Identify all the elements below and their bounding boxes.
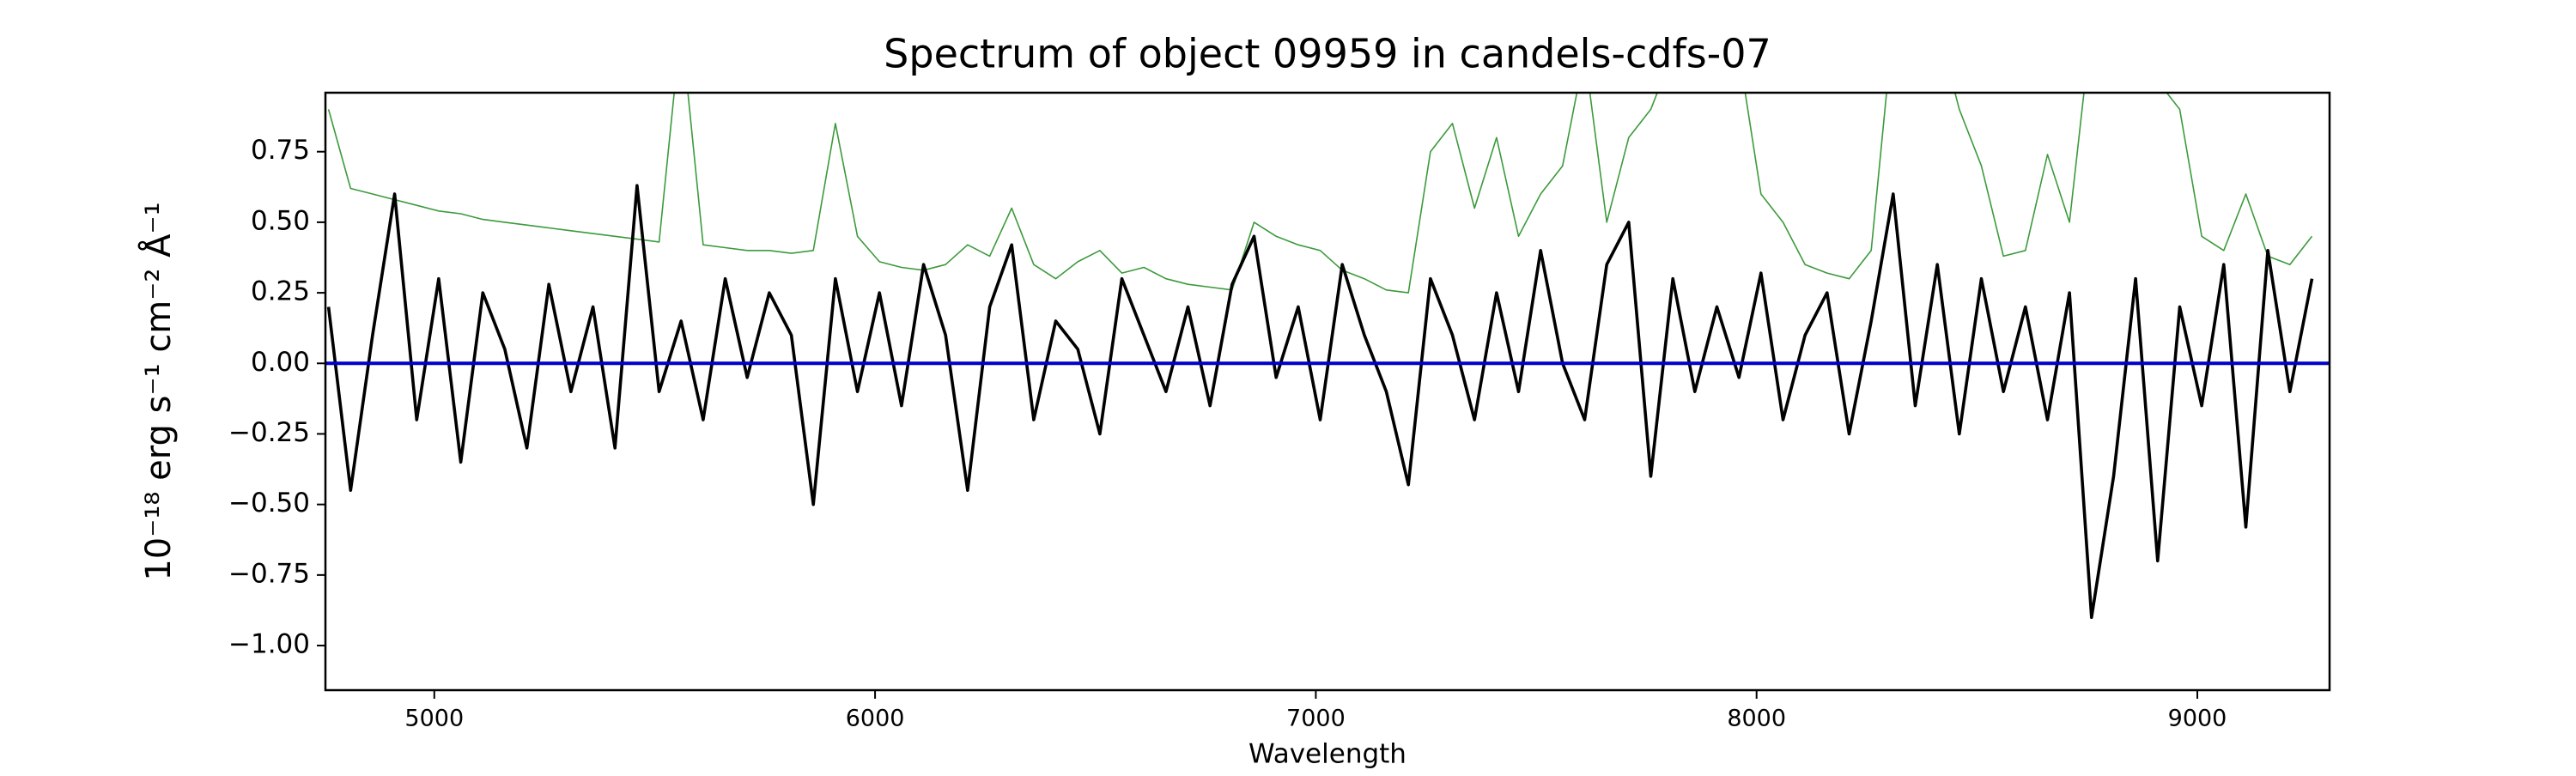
x-tick-label: 7000	[1286, 706, 1346, 732]
x-tick-label: 5000	[404, 706, 464, 732]
y-tick-label: −0.50	[228, 488, 310, 518]
spectrum-line	[327, 93, 2313, 294]
y-tick-label: 0.00	[251, 347, 310, 378]
chart-title: Spectrum of object 09959 in candels-cdfs…	[884, 31, 1771, 77]
y-tick-label: 0.25	[251, 276, 310, 307]
y-axis-label: 10⁻¹⁸ erg s⁻¹ cm⁻² Å⁻¹	[137, 202, 179, 580]
y-tick-label: 0.50	[251, 205, 310, 236]
plot-area	[325, 93, 2330, 619]
frame	[324, 91, 2331, 692]
spectrum-line	[326, 184, 2314, 619]
x-tick-label: 6000	[846, 706, 905, 732]
x-tick-label: 8000	[1727, 706, 1786, 732]
y-tick-label: −0.25	[228, 417, 310, 448]
y-tick-label: 0.75	[251, 135, 310, 166]
y-tick-label: −1.00	[228, 629, 310, 660]
x-tick-label: 9000	[2168, 706, 2227, 732]
y-tick-label: −0.75	[228, 558, 310, 589]
x-axis-label: Wavelength	[1249, 739, 1406, 770]
